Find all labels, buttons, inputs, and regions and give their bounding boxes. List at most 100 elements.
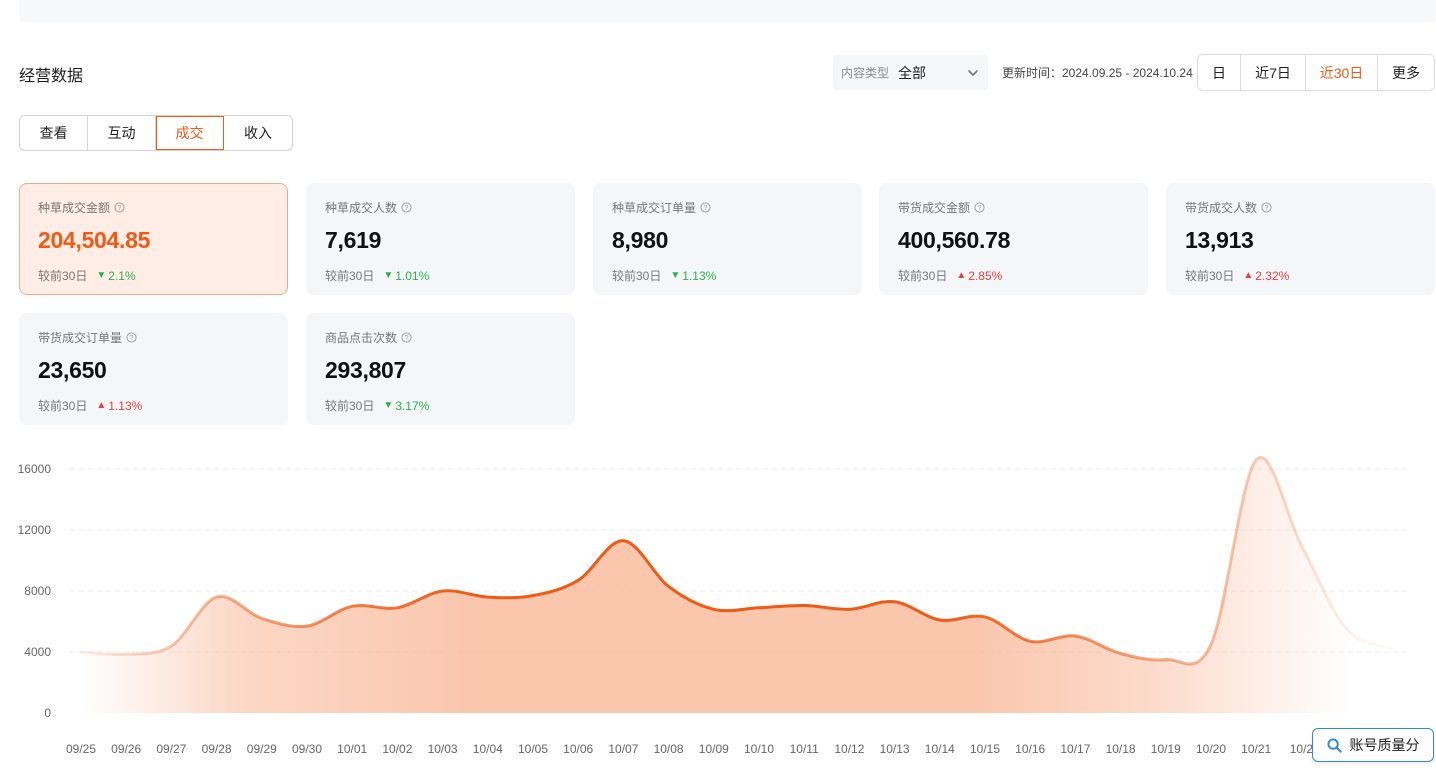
tab-income[interactable]: 收入 — [224, 116, 292, 150]
change-value: 1.13% — [108, 398, 143, 413]
range-30day-label: 近30日 — [1319, 64, 1364, 81]
x-tick-label: 10/01 — [337, 742, 367, 756]
x-tick-label: 10/09 — [699, 742, 729, 756]
help-icon[interactable]: ? — [1261, 202, 1272, 213]
x-tick-label: 10/19 — [1151, 742, 1181, 756]
range-day-button[interactable]: 日 — [1198, 55, 1241, 90]
metric-value: 7,619 — [325, 227, 382, 253]
account-quality-button[interactable]: 账号质量分 — [1312, 728, 1434, 762]
x-tick-label: 09/27 — [156, 742, 186, 756]
metric-title: 种草成交金额 — [38, 201, 111, 215]
x-tick-label: 10/12 — [834, 742, 864, 756]
svg-text:?: ? — [1265, 205, 1269, 212]
trend-down: ▼ 1.13% — [670, 269, 716, 283]
x-tick-label: 10/08 — [654, 742, 684, 756]
chevron-down-icon — [968, 69, 978, 76]
x-tick-label: 10/15 — [970, 742, 1000, 756]
metric-card[interactable]: 种草成交人数? 7,619 较前30日 ▼ 1.01% — [306, 183, 575, 295]
x-tick-label: 10/17 — [1060, 742, 1090, 756]
help-icon[interactable]: ? — [700, 202, 711, 213]
svg-text:?: ? — [118, 205, 122, 212]
arrow-down-icon: ▼ — [383, 270, 394, 281]
x-tick-label: 10/10 — [744, 742, 774, 756]
change-value: 1.13% — [682, 268, 717, 283]
arrow-down-icon: ▼ — [670, 270, 681, 281]
tab-deal[interactable]: 成交 — [156, 116, 224, 150]
help-icon[interactable]: ? — [401, 202, 412, 213]
x-tick-label: 10/21 — [1241, 742, 1271, 756]
change-value: 1.01% — [395, 268, 430, 283]
metric-tabs: 查看 互动 成交 收入 — [19, 115, 293, 151]
metric-value: 400,560.78 — [898, 227, 1011, 253]
y-tick-label: 16000 — [18, 462, 52, 476]
x-tick-label: 10/05 — [518, 742, 548, 756]
metric-card[interactable]: 带货成交金额? 400,560.78 较前30日 ▲ 2.85% — [879, 183, 1148, 295]
svg-text:?: ? — [405, 205, 409, 212]
help-icon[interactable]: ? — [126, 332, 137, 343]
x-tick-label: 10/16 — [1015, 742, 1045, 756]
metric-value: 8,980 — [612, 227, 669, 253]
compare-label: 较前30日 — [612, 269, 662, 283]
metric-value: 23,650 — [38, 357, 107, 383]
x-tick-label: 10/03 — [428, 742, 458, 756]
x-tick-label: 10/2 — [1290, 742, 1314, 756]
help-icon[interactable]: ? — [401, 332, 412, 343]
svg-text:?: ? — [130, 335, 134, 342]
metric-value: 293,807 — [325, 357, 407, 383]
trend-up: ▲ 2.32% — [1243, 269, 1289, 283]
x-tick-label: 10/11 — [790, 742, 819, 756]
range-7day-label: 近7日 — [1255, 64, 1291, 81]
tab-interaction[interactable]: 互动 — [88, 116, 156, 150]
compare-label: 较前30日 — [325, 269, 375, 283]
tab-interaction-label: 互动 — [107, 125, 136, 141]
svg-text:?: ? — [978, 205, 982, 212]
x-tick-label: 10/18 — [1106, 742, 1136, 756]
x-tick-label: 10/04 — [473, 742, 503, 756]
help-icon[interactable]: ? — [974, 202, 985, 213]
metric-title: 种草成交人数 — [325, 201, 398, 215]
metric-card[interactable]: 带货成交订单量? 23,650 较前30日 ▲ 1.13% — [19, 313, 288, 425]
compare-label: 较前30日 — [1185, 269, 1235, 283]
deal-trend-chart[interactable]: 0 4000 8000 12000 16000 09/25 09/26 09/27 09/28… — [0, 440, 1436, 775]
metric-card[interactable]: 种草成交金额? 204,504.85 较前30日 ▼ 2.1% — [19, 183, 288, 295]
search-icon — [1326, 737, 1342, 753]
metric-card[interactable]: 带货成交人数? 13,913 较前30日 ▲ 2.32% — [1166, 183, 1435, 295]
change-value: 3.17% — [395, 398, 430, 413]
y-tick-label: 12000 — [18, 523, 52, 537]
svg-text:?: ? — [405, 335, 409, 342]
arrow-up-icon: ▲ — [96, 400, 107, 411]
x-tick-label: 10/14 — [925, 742, 955, 756]
arrow-down-icon: ▼ — [383, 400, 394, 411]
help-icon[interactable]: ? — [114, 202, 125, 213]
y-tick-label: 8000 — [24, 584, 51, 598]
tab-view[interactable]: 查看 — [20, 116, 88, 150]
x-tick-label: 09/30 — [292, 742, 322, 756]
change-value: 2.1% — [108, 268, 136, 283]
range-7day-button[interactable]: 近7日 — [1241, 55, 1306, 90]
arrow-up-icon: ▲ — [1243, 270, 1254, 281]
compare-label: 较前30日 — [38, 399, 88, 413]
range-30day-button[interactable]: 近30日 — [1306, 55, 1378, 90]
metric-card[interactable]: 种草成交订单量? 8,980 较前30日 ▼ 1.13% — [593, 183, 862, 295]
content-type-select[interactable]: 内容类型 全部 — [833, 55, 988, 90]
metric-title: 商品点击次数 — [325, 331, 398, 345]
x-tick-label: 10/07 — [608, 742, 638, 756]
svg-text:?: ? — [704, 205, 708, 212]
x-tick-label: 09/28 — [202, 742, 232, 756]
series-area — [81, 457, 1392, 713]
tab-view-label: 查看 — [39, 125, 68, 141]
metric-title: 带货成交人数 — [1185, 201, 1258, 215]
account-quality-label: 账号质量分 — [1349, 737, 1420, 753]
date-range-group: 日 近7日 近30日 更多 — [1197, 54, 1435, 91]
range-more-button[interactable]: 更多 — [1378, 55, 1434, 90]
y-tick-label: 4000 — [24, 645, 51, 659]
metric-card[interactable]: 商品点击次数? 293,807 较前30日 ▼ 3.17% — [306, 313, 575, 425]
trend-up: ▲ 1.13% — [96, 399, 142, 413]
section-title: 经营数据 — [19, 68, 84, 85]
x-tick-label: 09/25 — [66, 742, 96, 756]
trend-down: ▼ 1.01% — [383, 269, 429, 283]
compare-label: 较前30日 — [325, 399, 375, 413]
update-time: 更新时间：2024.09.25 - 2024.10.24 — [1002, 66, 1193, 80]
metric-title: 种草成交订单量 — [612, 201, 697, 215]
tab-deal-label: 成交 — [175, 125, 204, 141]
